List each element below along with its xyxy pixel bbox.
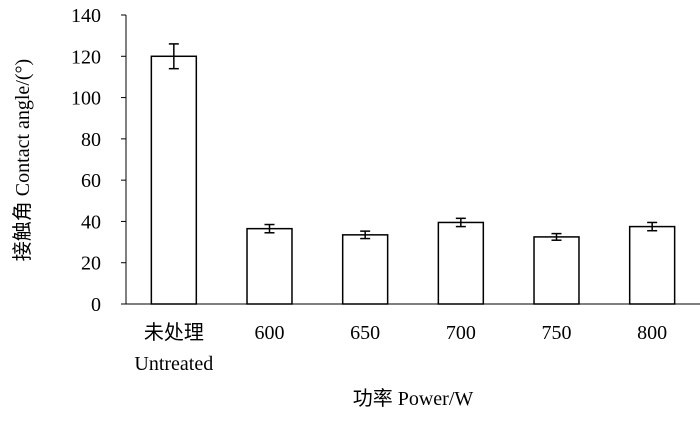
bar	[246, 227, 293, 305]
y-tick-label: 20	[81, 253, 101, 275]
bar	[437, 221, 485, 305]
y-tick-label: 140	[71, 5, 101, 27]
x-tick-label: 750	[542, 322, 572, 344]
x-tick-label: 600	[255, 322, 285, 344]
y-tick-label: 60	[81, 170, 101, 192]
y-tick-label: 100	[71, 88, 101, 110]
y-tick-label: 40	[81, 211, 101, 233]
bar	[341, 234, 389, 305]
bar	[533, 236, 580, 305]
y-tick-label: 120	[71, 46, 101, 68]
x-tick-label: 700	[446, 322, 476, 344]
x-tick-label: 800	[637, 322, 667, 344]
x-tick-label: 650	[350, 322, 380, 344]
x-axis-title: 功率 Power/W	[353, 387, 474, 410]
y-tick-label: 80	[81, 129, 101, 151]
bar	[150, 55, 198, 305]
plot-area: 0 20 40 60 80 100 120 140 未处理 Untreated 600 650 700 7…	[71, 5, 700, 375]
bar	[628, 225, 676, 305]
x-tick-label: Untreated	[134, 353, 213, 375]
y-tick-label: 0	[91, 294, 101, 316]
y-axis-title: 接触角 Contact angle/(°)	[11, 59, 34, 261]
x-tick-label: 未处理	[144, 321, 204, 344]
